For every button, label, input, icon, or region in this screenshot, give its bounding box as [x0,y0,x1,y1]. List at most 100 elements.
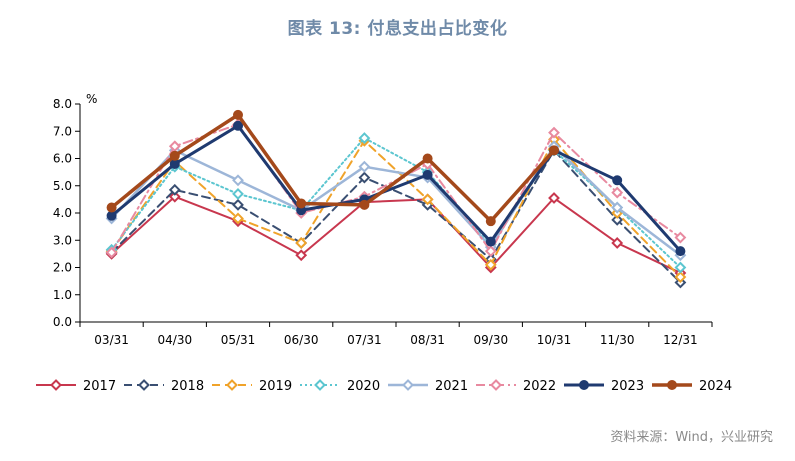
legend-item-2024: 2024 [652,379,732,394]
data-point-2024 [106,202,117,213]
data-point-2023 [169,158,180,169]
legend-label: 2020 [347,379,380,394]
legend-swatch-marker [667,380,677,390]
y-tick-label: 6.0 [53,152,72,166]
legend-swatch-marker [490,379,502,391]
series-line-2023 [110,124,682,253]
data-point-2021 [358,160,371,173]
series-2017 [105,190,687,279]
data-point-2019 [421,193,434,206]
data-point-2020 [674,261,687,274]
legend-swatch-marker [138,379,150,391]
data-point-2021 [232,174,244,187]
data-point-2020 [232,188,244,200]
legend-item-2020: 2020 [300,379,380,394]
data-point-2019 [295,237,308,249]
legend-item-2018: 2018 [124,379,204,394]
data-point-2022 [168,140,181,153]
x-tick-label: 09/30 [474,333,509,347]
data-point-2022 [105,246,118,259]
data-point-2018 [232,198,244,211]
series-line-2018 [110,149,682,284]
y-tick-label: 5.0 [53,179,72,193]
x-tick-label: 04/30 [158,333,193,347]
legend-label: 2022 [523,379,556,394]
data-point-2017 [295,249,308,262]
legend-label: 2023 [611,379,644,394]
series-layer [105,109,687,289]
series-2019 [105,133,687,283]
legend-label: 2021 [435,379,468,394]
source-note: 资料来源：Wind，兴业研究 [610,430,773,445]
data-point-2021 [611,201,624,214]
y-tick-label: 1.0 [53,288,72,302]
chart-legend: 2017 2018 2019 2020 2021 2022 2023 2024 [36,379,732,394]
x-tick-label: 03/31 [94,333,129,347]
data-point-2023 [233,120,243,131]
y-tick-label: 7.0 [53,124,72,138]
data-point-2022 [674,231,687,244]
data-point-2017 [548,192,560,204]
x-tick-label: 11/30 [600,333,635,347]
data-point-2024 [359,199,370,210]
chart-axes: 0.0 1.0 2.0 3.0 4.0 5.0 6.0 7.0 8.0 % 03/31 04/30 05… [53,92,713,347]
legend-item-2017: 2017 [36,379,116,394]
data-point-2024 [169,150,180,161]
data-point-2017 [611,237,624,249]
data-point-2018 [358,171,371,184]
data-point-2024 [485,216,496,227]
data-point-2020 [358,132,371,144]
series-line-2021 [110,144,682,257]
y-tick-label: 4.0 [53,206,72,220]
data-point-2023 [422,169,433,180]
data-point-2023 [485,236,496,247]
legend-label: 2024 [699,379,732,394]
x-tick-label: 06/30 [284,333,319,347]
series-line-2020 [110,137,682,269]
legend-swatch-marker [50,379,62,391]
data-point-2018 [611,213,624,226]
y-tick-label: 2.0 [53,261,72,275]
legend-swatch-marker [579,380,589,390]
data-point-2024 [233,109,243,120]
data-point-2022 [484,245,497,258]
legend-label: 2017 [83,379,116,394]
data-point-2023 [106,210,117,221]
data-point-2022 [611,186,624,199]
data-point-2017 [168,190,181,203]
series-line-2017 [110,195,682,274]
data-point-2024 [296,198,307,209]
legend-item-2019: 2019 [212,379,292,394]
legend-swatch-marker [314,379,326,391]
x-tick-label: 12/31 [663,333,698,347]
x-tick-label: 07/31 [347,333,382,347]
y-tick-label: 0.0 [53,315,72,329]
y-tick-label: 3.0 [53,233,72,247]
legend-label: 2019 [259,379,292,394]
data-point-2019 [674,271,687,283]
data-point-2022 [548,126,560,139]
x-tick-label: 05/31 [221,333,256,347]
series-2024 [106,109,559,227]
series-2018 [105,144,687,289]
legend-swatch-marker [226,379,238,391]
chart-title: 图表 13: 付息支出占比变化 [287,19,508,39]
data-point-2019 [232,212,244,225]
data-point-2019 [484,258,497,271]
data-point-2018 [168,183,181,196]
series-2021 [105,140,687,262]
series-line-2024 [109,113,556,223]
legend-label: 2018 [171,379,204,394]
legend-swatch-marker [402,379,414,391]
legend-item-2023: 2023 [564,379,644,394]
data-point-2024 [422,153,433,164]
y-tick-label: 8.0 [53,97,72,111]
data-point-2023 [675,246,686,257]
y-unit-label: % [86,92,97,106]
legend-item-2022: 2022 [476,379,556,394]
data-point-2023 [612,175,623,186]
legend-item-2021: 2021 [388,379,468,394]
series-2020 [105,132,687,274]
x-tick-label: 08/31 [410,333,445,347]
